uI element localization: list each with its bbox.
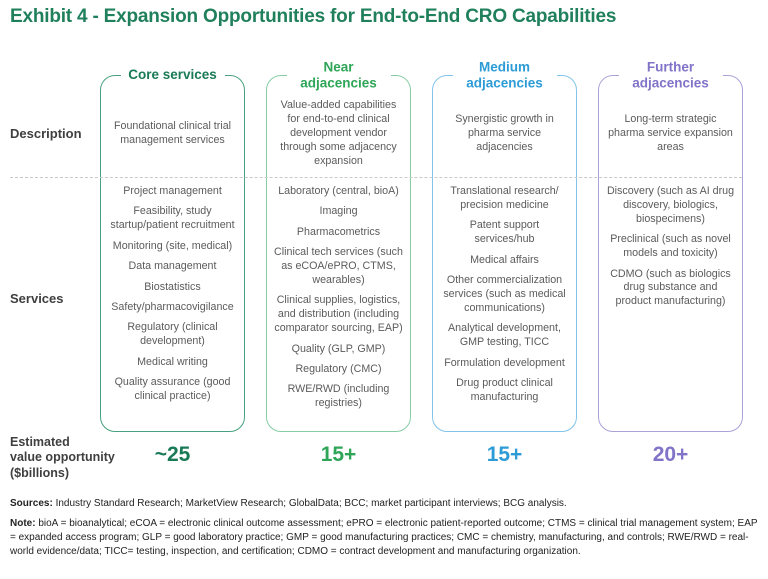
value-opportunity-row: ~25 15+ 15+ 20+: [100, 443, 743, 467]
service-item: Monitoring (site, medical): [112, 239, 233, 252]
description-zone: Value-added capabilities for end-to-end …: [273, 91, 404, 175]
service-item: Quality assurance (good clinical practic…: [114, 376, 231, 402]
value-label-line: Estimated: [10, 435, 70, 449]
service-item: CDMO (such as biologics drug substance a…: [610, 267, 731, 308]
column-description: Long-term strategic pharma service expan…: [608, 112, 733, 154]
service-item: Regulatory (clinical development): [127, 321, 218, 348]
service-item: Preclinical (such as novel models and to…: [610, 233, 731, 260]
sources-text: Industry Standard Research; MarketView R…: [52, 498, 567, 509]
service-item: Drug product clinical manufacturing: [456, 376, 553, 403]
value-further-adjacencies: 20+: [652, 443, 689, 466]
description-zone: Synergistic growth in pharma service adj…: [439, 91, 570, 175]
row-label-description: Description: [10, 126, 82, 141]
service-item: Formulation development: [444, 356, 565, 369]
service-item: Analytical development, GMP testing, TIC…: [448, 322, 561, 349]
value-medium-adjacencies: 15+: [486, 443, 523, 466]
sources-line: Sources: Industry Standard Research; Mar…: [10, 497, 758, 511]
service-item: Feasibility, study startup/patient recru…: [110, 205, 235, 232]
column-description: Synergistic growth in pharma service adj…: [455, 112, 554, 154]
service-item: RWE/RWD (including registries): [287, 383, 390, 410]
service-item: Safety/pharmacovigilance: [111, 300, 234, 313]
value-core-services: ~25: [154, 443, 191, 466]
service-item: Laboratory (central, bioA): [278, 185, 399, 197]
column-near-adjacencies: Near adjacencies Value-added capabilitie…: [266, 55, 411, 432]
description-zone: Long-term strategic pharma service expan…: [605, 91, 736, 175]
column-header: Core services: [120, 67, 225, 83]
value-label-line: value opportunity: [10, 450, 115, 465]
column-further-adjacencies: Further adjacencies Long-term strategic …: [598, 55, 743, 432]
service-item: Imaging: [319, 205, 358, 218]
service-item: Data management: [128, 260, 217, 273]
service-item: Regulatory (CMC): [295, 363, 382, 376]
service-item: Clinical supplies, logistics, and distri…: [274, 294, 403, 335]
services-list: Translational research/ precision medici…: [439, 185, 570, 411]
service-item: Biostatistics: [144, 280, 201, 293]
services-list: Project management Feasibility, study sta…: [107, 185, 238, 410]
service-item: Other commercialization services (such a…: [443, 274, 566, 314]
service-item: Quality (GLP, GMP): [291, 342, 386, 355]
value-near-adjacencies: 15+: [320, 443, 357, 466]
service-item: Translational research/ precision medici…: [450, 185, 559, 211]
services-list: Laboratory (central, bioA) Imaging Pharmac…: [273, 185, 404, 418]
value-label-line: ($billions): [10, 465, 70, 480]
description-zone: Foundational clinical trial management s…: [107, 91, 238, 175]
columns-row: Core services Foundational clinical tria…: [100, 55, 743, 432]
column-description: Foundational clinical trial management s…: [113, 119, 232, 146]
column-core-services: Core services Foundational clinical tria…: [100, 55, 245, 432]
service-item: Project management: [123, 185, 222, 197]
row-label-services: Services: [10, 291, 64, 306]
service-item: Clinical tech services (such as eCOA/ePR…: [274, 246, 403, 287]
description-services-divider: [10, 177, 742, 178]
column-header: Further adjacencies: [618, 59, 723, 91]
note-line: Note: bioA = bioanalytical; eCOA = elect…: [10, 517, 758, 558]
service-item: Discovery (such as AI drug discovery, bi…: [606, 185, 735, 225]
exhibit-title: Exhibit 4 - Expansion Opportunities for …: [10, 6, 617, 27]
service-item: Medical affairs: [470, 253, 539, 266]
column-header: Near adjacencies: [286, 59, 391, 91]
service-item: Pharmacometrics: [296, 225, 381, 238]
note-label: Note:: [10, 518, 36, 529]
column-description: Value-added capabilities for end-to-end …: [280, 98, 397, 168]
value-opportunity-label: Estimated value opportunity ($billions): [10, 435, 115, 481]
note-text: bioA = bioanalytical; eCOA = electronic …: [10, 518, 758, 557]
column-header: Medium adjacencies: [452, 59, 557, 91]
service-item: Patent support services/hub: [469, 219, 540, 246]
column-medium-adjacencies: Medium adjacencies Synergistic growth in…: [432, 55, 577, 432]
service-item: Medical writing: [137, 355, 208, 368]
sources-label: Sources:: [10, 498, 53, 509]
services-list: Discovery (such as AI drug discovery, bi…: [605, 185, 736, 316]
